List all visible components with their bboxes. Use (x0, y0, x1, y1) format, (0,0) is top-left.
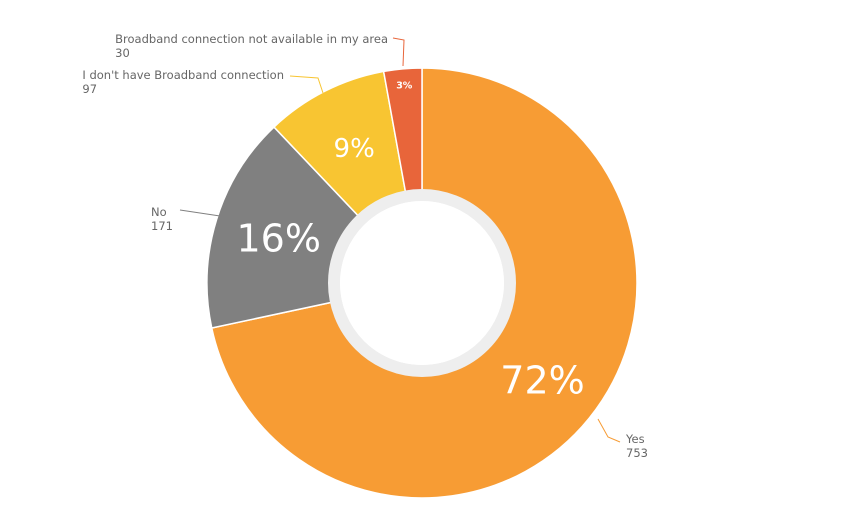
slice-percent-label-not-available: 3% (396, 80, 413, 91)
slices-layer (206, 67, 638, 499)
slice-no[interactable] (206, 125, 367, 329)
category-name-no: No (151, 205, 167, 219)
category-value-not-available: 30 (115, 46, 130, 60)
category-label-yes: Yes 753 (625, 432, 648, 460)
category-label-no-connection: I don't have Broadband connection 97 (82, 68, 284, 96)
category-name-yes: Yes (625, 432, 645, 446)
inner-ring (328, 189, 516, 377)
category-name-no-connection: I don't have Broadband connection (82, 68, 284, 82)
leader-line-not-available (392, 37, 405, 67)
category-name-not-available: Broadband connection not available in my… (115, 32, 388, 46)
labels-layer: 72% Yes 753 16% No 171 9% I don't have Broadban… (82, 32, 648, 460)
donut-hole (340, 201, 504, 365)
leader-lines-layer (179, 37, 621, 443)
category-value-no-connection: 97 (82, 82, 97, 96)
leader-line-yes (597, 418, 621, 443)
slice-percent-label-no-connection: 9% (334, 134, 375, 164)
category-value-no: 171 (151, 219, 173, 233)
category-label-no: No 171 (151, 205, 173, 233)
leader-line-no-connection (289, 75, 324, 94)
inner-ring-layer (328, 189, 516, 377)
category-value-yes: 753 (626, 446, 648, 460)
category-label-not-available: Broadband connection not available in my… (115, 32, 388, 60)
slice-percent-label-no: 16% (236, 217, 320, 261)
leader-line-no (179, 209, 244, 220)
slice-percent-label-yes: 72% (500, 358, 584, 402)
